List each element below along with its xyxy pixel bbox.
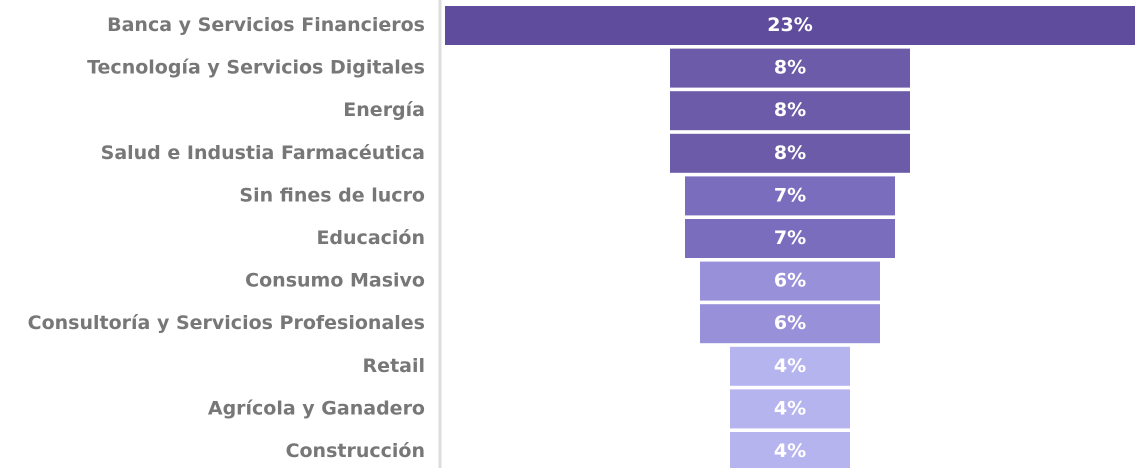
funnel-bar xyxy=(670,133,910,173)
value-label: 23% xyxy=(767,14,812,36)
value-label: 7% xyxy=(774,227,806,249)
category-label: Sin fines de lucro xyxy=(239,184,425,206)
category-label: Banca y Servicios Financieros xyxy=(107,14,425,36)
category-label: Agrícola y Ganadero xyxy=(208,397,425,419)
value-label: 4% xyxy=(774,355,806,377)
category-label: Tecnología y Servicios Digitales xyxy=(87,57,425,79)
category-label: Retail xyxy=(363,355,425,377)
value-label: 6% xyxy=(774,312,806,334)
funnel-bar xyxy=(685,176,895,216)
value-label: 4% xyxy=(774,440,806,462)
category-label: Construcción xyxy=(286,440,425,462)
funnel-bar xyxy=(730,346,850,386)
funnel-bar xyxy=(445,6,1135,45)
category-label: Educación xyxy=(316,227,425,249)
value-label: 8% xyxy=(774,57,806,79)
category-label: Consultoría y Servicios Profesionales xyxy=(28,312,425,334)
funnel-bar xyxy=(670,91,910,131)
value-label: 8% xyxy=(774,142,806,164)
category-label: Consumo Masivo xyxy=(245,270,425,292)
funnel-bar xyxy=(730,389,850,429)
value-label: 8% xyxy=(774,99,806,121)
funnel-bar xyxy=(700,261,880,301)
value-label: 6% xyxy=(774,270,806,292)
funnel-bar xyxy=(670,48,910,88)
funnel-bar xyxy=(730,432,850,468)
value-label: 4% xyxy=(774,397,806,419)
funnel-bar xyxy=(700,304,880,344)
category-label: Energía xyxy=(343,99,425,121)
funnel-bar xyxy=(685,219,895,258)
value-label: 7% xyxy=(774,184,806,206)
category-label: Salud e Industia Farmacéutica xyxy=(101,142,425,164)
